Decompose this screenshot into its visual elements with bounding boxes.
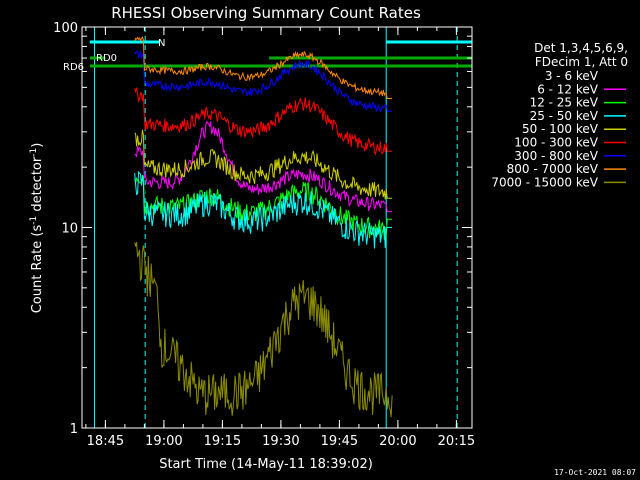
legend-entry-label: 800 - 7000 keV (507, 162, 599, 176)
timestamp: 17-Oct-2021 08:07 (554, 468, 636, 477)
legend-entry-label: 6 - 12 keV (537, 82, 599, 96)
x-tick-label: 19:45 (321, 434, 358, 449)
y-tick-label: 100 (53, 21, 78, 36)
series-line (134, 129, 393, 200)
legend-entry-label: 50 - 100 keV (522, 122, 599, 136)
series-line (134, 242, 393, 418)
legend-entry-label: 3 - 6 keV (545, 69, 599, 83)
chart-title: RHESSI Observing Summary Count Rates (111, 4, 421, 22)
x-tick-label: 19:30 (262, 434, 299, 449)
x-tick-label: 19:00 (145, 434, 182, 449)
x-tick-label: 20:00 (379, 434, 416, 449)
legend: Det 1,3,4,5,6,9, FDecim 1, Att 0 3 - 6 k… (491, 41, 628, 189)
series-line (134, 103, 393, 238)
series-line (134, 35, 393, 99)
flag-bars (89, 40, 472, 68)
legend-entry-label: 7000 - 15000 keV (491, 175, 598, 189)
series-line (134, 50, 393, 113)
x-tick-label: 20:15 (438, 434, 475, 449)
rd6-label: RD6 (63, 62, 84, 73)
legend-header-line-1: Det 1,3,4,5,6,9, (534, 41, 628, 55)
y-tick-label: 10 (61, 222, 78, 237)
x-axis-label: Start Time (14-May-11 18:39:02) (159, 457, 373, 472)
series-line (134, 87, 393, 156)
legend-entry-label: 12 - 25 keV (530, 96, 599, 110)
series-line (134, 170, 393, 249)
series-line (134, 120, 393, 213)
y-axis-label: Count Rate (s-1 detector-1) (29, 143, 45, 314)
rd0-label: RD0 (96, 53, 117, 64)
legend-entry-label: 300 - 800 keV (514, 149, 598, 163)
series-layer (134, 35, 393, 418)
legend-entry-label: 25 - 50 keV (530, 109, 599, 123)
x-tick-label: 18:45 (87, 434, 124, 449)
x-tick-label: 19:15 (204, 434, 241, 449)
legend-entry-label: 100 - 300 keV (514, 136, 598, 150)
legend-header-line-2: FDecim 1, Att 0 (535, 55, 628, 69)
y-tick-label: 1 (70, 422, 78, 437)
axes: 18:45 19:00 19:15 19:30 19:45 20:00 20:15 1 10 10… (53, 21, 475, 449)
saa-marker: N (158, 38, 165, 49)
